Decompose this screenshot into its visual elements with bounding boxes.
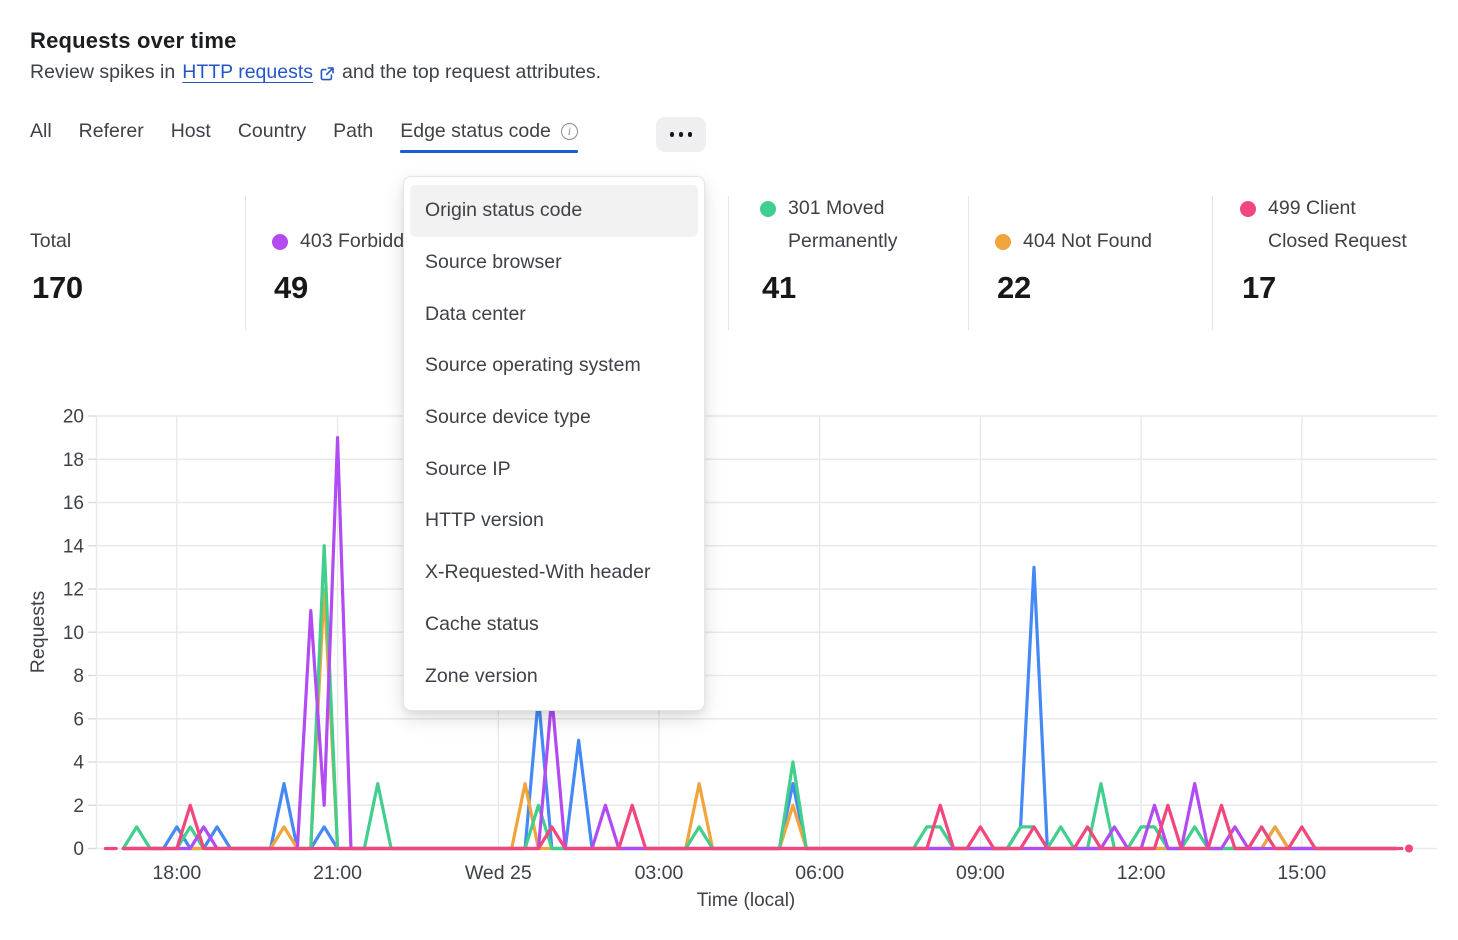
- stats-divider: [968, 196, 969, 330]
- requests-over-time-chart[interactable]: 0 2 4 6 8 10 12 14 16 18 20 18:00 21:00 Wed 25 03:00 06…: [0, 395, 1458, 930]
- menu-item-source-ip[interactable]: Source IP: [425, 457, 511, 480]
- stat-value: 41: [762, 270, 796, 305]
- page-title: Requests over time: [30, 27, 237, 53]
- legend-dot-pink: [1240, 200, 1256, 217]
- y-axis-title: Requests: [27, 591, 49, 674]
- menu-item-source-device-type[interactable]: Source device type: [425, 406, 591, 429]
- x-tick-label: 15:00: [1277, 862, 1326, 884]
- y-tick-label: 0: [73, 839, 84, 860]
- menu-item-source-browser[interactable]: Source browser: [425, 251, 562, 274]
- subtitle-suffix: and the top request attributes.: [342, 61, 602, 83]
- y-tick-label: 10: [63, 623, 84, 644]
- stat-label: 404 Not Found: [1023, 230, 1153, 252]
- stats-divider: [1212, 196, 1213, 330]
- y-tick-label: 16: [63, 493, 84, 514]
- x-axis-title: Time (local): [697, 890, 796, 911]
- stat-value: 49: [274, 270, 308, 305]
- stats-divider: [728, 196, 729, 330]
- x-tick-label: 06:00: [795, 862, 844, 884]
- x-tick-label: Wed 25: [465, 862, 532, 884]
- stat-label: Closed Request: [1268, 230, 1407, 252]
- tab-all[interactable]: All: [30, 120, 52, 142]
- x-tick-label: 12:00: [1117, 862, 1166, 884]
- series-line-499[interactable]: [121, 803, 1404, 851]
- menu-item-data-center[interactable]: Data center: [425, 302, 526, 325]
- external-link-icon: [319, 65, 335, 81]
- legend-dot-green: [760, 200, 776, 217]
- dimension-tabs: All Referer Host Country Path Edge status cod…: [30, 120, 578, 153]
- stat-value: 17: [1242, 270, 1276, 305]
- x-tick-label: 21:00: [313, 862, 362, 884]
- stat-label: Total: [30, 230, 72, 252]
- tab-country[interactable]: Country: [237, 120, 307, 142]
- tab-host[interactable]: Host: [170, 120, 211, 142]
- menu-item-cache-status[interactable]: Cache status: [425, 612, 539, 635]
- stat-label: 301 Moved: [788, 197, 885, 219]
- y-tick-label: 12: [63, 580, 84, 601]
- legend-dot-purple: [272, 233, 288, 250]
- dimension-dropdown-menu: Origin status code Source browser Data cen…: [403, 176, 705, 711]
- stat-value: 170: [32, 270, 83, 305]
- x-tick-label: 18:00: [152, 862, 201, 884]
- y-tick-label: 18: [63, 450, 84, 471]
- series-latest-point-dot: [1404, 844, 1413, 853]
- stat-label: 403 Forbidden: [300, 230, 426, 252]
- stat-label: Permanently: [788, 230, 898, 252]
- series-line-301[interactable]: [121, 544, 1398, 851]
- stat-label: 499 Client: [1268, 197, 1356, 219]
- y-tick-label: 14: [63, 536, 85, 557]
- x-tick-label: 09:00: [956, 862, 1005, 884]
- stats-divider: [245, 196, 246, 330]
- legend-dot-orange: [995, 233, 1011, 250]
- y-tick-label: 8: [73, 666, 84, 687]
- info-icon[interactable]: i: [560, 123, 578, 140]
- menu-item-source-operating-system[interactable]: Source operating system: [425, 354, 641, 377]
- http-requests-link[interactable]: HTTP requests: [182, 61, 335, 84]
- menu-item-x-requested-with-header[interactable]: X-Requested-With header: [425, 561, 651, 584]
- subtitle-prefix: Review spikes in: [30, 61, 176, 83]
- tab-edge-status-code[interactable]: Edge status code i: [400, 120, 578, 153]
- menu-item-origin-status-code[interactable]: Origin status code: [410, 185, 698, 237]
- ellipsis-icon: [669, 132, 693, 137]
- menu-item-zone-version[interactable]: Zone version: [425, 664, 538, 687]
- page-subtitle: Review spikes in HTTP requests and the t…: [30, 61, 601, 84]
- more-dimensions-button[interactable]: [656, 117, 706, 152]
- y-tick-label: 4: [73, 753, 84, 774]
- x-tick-label: 03:00: [635, 862, 684, 884]
- y-tick-label: 6: [73, 709, 84, 730]
- tab-path[interactable]: Path: [333, 120, 374, 142]
- menu-item-http-version[interactable]: HTTP version: [425, 509, 544, 532]
- stat-value: 22: [997, 270, 1031, 305]
- y-tick-label: 2: [73, 796, 84, 817]
- tab-referer[interactable]: Referer: [78, 120, 144, 142]
- y-tick-label: 20: [63, 407, 84, 428]
